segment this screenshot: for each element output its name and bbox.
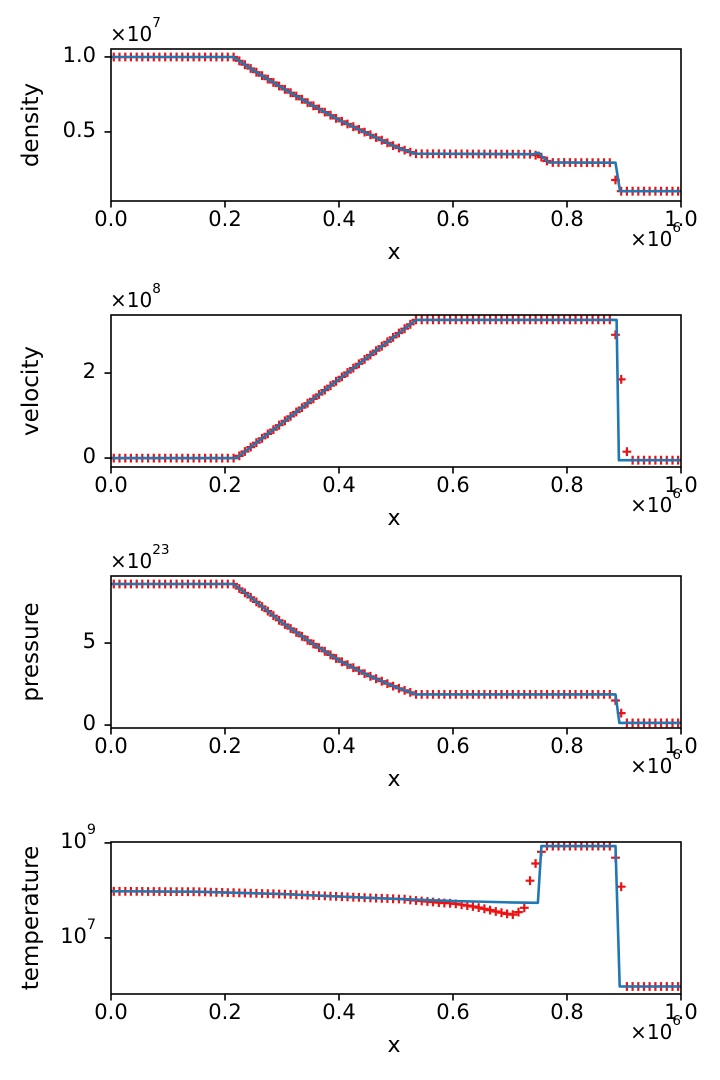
y-tick-label: 109 (16, 822, 96, 853)
label-exponent: 8 (152, 281, 161, 298)
panel-velocity (104, 314, 682, 474)
label-exponent: 6 (672, 220, 681, 237)
tick-marks (104, 842, 682, 1001)
y-tick-label: 0 (82, 444, 96, 469)
x-offset-label: ×106 (581, 1014, 681, 1044)
label-base: ×10 (110, 22, 153, 46)
x-tick-label: 0.8 (550, 473, 584, 497)
x-tick-label: 0.8 (550, 734, 584, 758)
temperature-markers (111, 842, 681, 991)
x-tick-label: 0.4 (322, 207, 356, 231)
velocity-line (111, 318, 681, 462)
y-tick-label: 2 (82, 359, 96, 384)
pressure-line (111, 582, 681, 725)
x-tick-label: 0.2 (208, 1000, 242, 1024)
y-axis-label: temperature (17, 845, 44, 991)
velocity-markers (111, 315, 681, 465)
x-tick-label: 0.4 (322, 1000, 356, 1024)
y-tick-label: 1.0 (62, 42, 96, 67)
x-tick-label: 0.6 (436, 207, 470, 231)
label-base: ×10 (630, 227, 673, 251)
x-tick-label: 1.0 (664, 207, 698, 231)
y-tick-label: 107 (16, 917, 96, 948)
panel-density (104, 48, 682, 208)
density-markers (111, 52, 681, 196)
x-tick-label: 0.4 (322, 734, 356, 758)
density-line (111, 55, 681, 193)
axes-frame (110, 314, 682, 468)
x-tick-label: 0.2 (208, 734, 242, 758)
tick-marks (104, 56, 682, 208)
y-tick-label: 5 (82, 629, 96, 654)
panel-temperature (104, 841, 682, 1001)
x-tick-label: 0.0 (94, 207, 128, 231)
x-offset-label: ×106 (581, 221, 681, 251)
x-tick-label: 0.2 (208, 207, 242, 231)
x-tick-label: 0.4 (322, 473, 356, 497)
x-axis-label: x (387, 767, 401, 792)
x-tick-label: 0.8 (550, 207, 584, 231)
axes-frame (110, 841, 682, 995)
y-tick-label: 0 (82, 711, 96, 736)
y-offset-label: ×108 (110, 282, 161, 312)
x-axis-label: x (387, 1033, 401, 1058)
tick-marks (104, 372, 682, 474)
axes-frame (110, 48, 682, 202)
x-tick-label: 0.0 (94, 734, 128, 758)
label-exponent: 7 (86, 916, 96, 933)
label-base: ×10 (630, 1020, 673, 1044)
x-axis-label: x (387, 240, 401, 265)
temperature-line (111, 844, 681, 988)
x-tick-label: 0.8 (550, 1000, 584, 1024)
tick-marks (104, 642, 682, 735)
label-base: ×10 (110, 288, 153, 312)
x-tick-label: 0.0 (94, 473, 128, 497)
x-tick-label: 0.0 (94, 1000, 128, 1024)
y-offset-label: ×107 (110, 16, 161, 46)
x-tick-label: 1.0 (664, 1000, 698, 1024)
label-exponent: 7 (152, 15, 161, 32)
label-exponent: 6 (672, 1013, 681, 1030)
label-base: ×10 (110, 549, 153, 573)
label-base: 10 (60, 828, 87, 853)
axes-frame (110, 575, 682, 729)
label-base: 10 (60, 923, 87, 948)
y-offset-label: ×1023 (110, 543, 170, 573)
label-exponent: 23 (152, 542, 170, 559)
x-tick-label: 1.0 (664, 473, 698, 497)
pressure-markers (111, 579, 681, 728)
label-base: ×10 (630, 754, 673, 778)
label-exponent: 6 (672, 747, 681, 764)
label-base: ×10 (630, 493, 673, 517)
x-axis-label: x (387, 506, 401, 531)
label-exponent: 6 (672, 486, 681, 503)
x-offset-label: ×106 (581, 487, 681, 517)
x-tick-label: 0.6 (436, 473, 470, 497)
x-tick-label: 0.6 (436, 1000, 470, 1024)
x-tick-label: 1.0 (664, 734, 698, 758)
x-tick-label: 0.6 (436, 734, 470, 758)
panel-pressure (104, 575, 682, 735)
label-exponent: 9 (86, 821, 96, 838)
y-tick-label: 0.5 (62, 117, 96, 142)
x-tick-label: 0.2 (208, 473, 242, 497)
x-offset-label: ×106 (581, 748, 681, 778)
